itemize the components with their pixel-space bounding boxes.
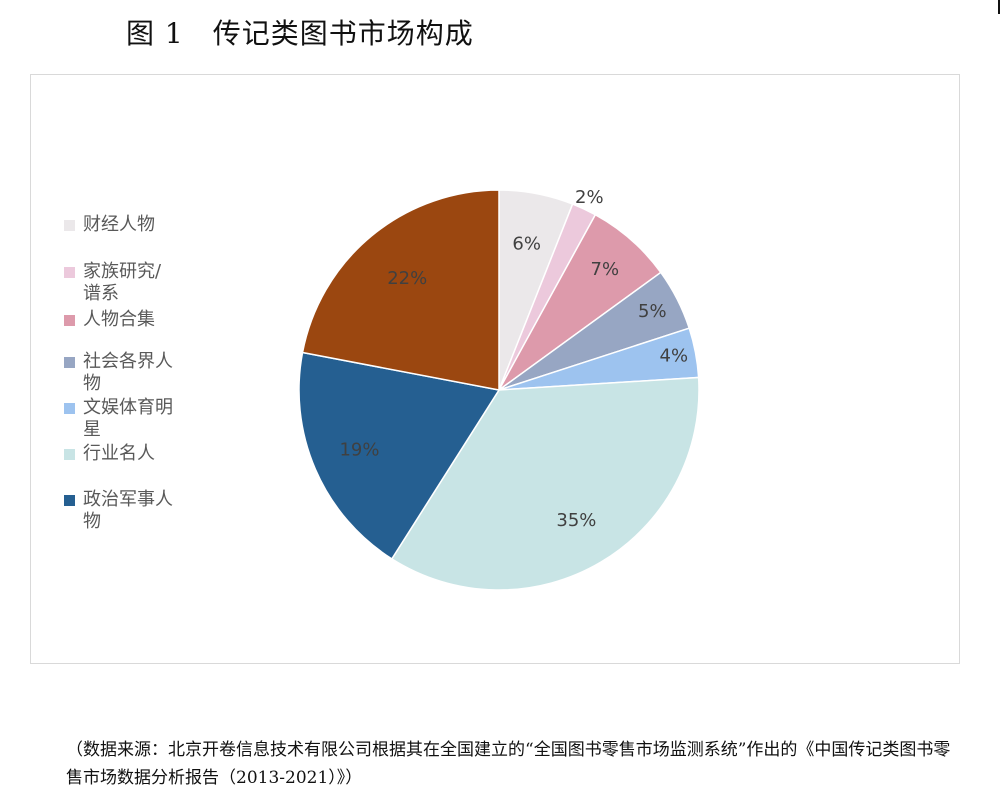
source-note: （数据来源：北京开卷信息技术有限公司根据其在全国建立的“全国图书零售市场监测系统… [66,740,951,788]
corner-mark [998,0,1000,14]
slice-label: 6% [512,234,541,255]
slice-label: 5% [638,301,667,322]
legend-item: 文娱体育明星 [64,397,173,441]
legend-swatch [64,495,75,506]
slice-label: 19% [339,439,379,460]
pie-slice [298,351,501,560]
slice-label: 35% [556,510,596,531]
legend-item: 政治军事人物 [64,489,173,533]
legend-item: 财经人物 [64,214,173,236]
legend-label: 人物合集 [83,309,155,330]
legend-item: 社会各界人物 [64,351,173,395]
slice-label: 7% [591,259,620,280]
legend-swatch [64,267,75,278]
figure-title: 图 1 传记类图书市场构成 [126,17,474,50]
legend-swatch [64,220,75,231]
legend-item: 行业名人 [64,443,173,465]
legend-label: 财经人物 [83,214,155,235]
legend-swatch [64,403,75,414]
legend-label: 行业名人 [83,443,155,464]
legend-label: 文娱体育明星 [83,397,173,440]
legend-item: 家族研究/谱系 [64,261,173,305]
legend-label: 社会各界人物 [83,351,173,394]
slice-label: 4% [660,346,689,367]
legend-label: 家族研究/谱系 [83,261,162,304]
pie-slice [301,189,500,391]
slice-label: 22% [387,268,427,289]
legend-swatch [64,315,75,326]
legend-label: 政治军事人物 [83,489,173,532]
slice-label: 2% [575,187,604,208]
legend-swatch [64,357,75,368]
pie-slice [390,376,700,591]
legend-swatch [64,449,75,460]
legend-item: 人物合集 [64,309,173,331]
